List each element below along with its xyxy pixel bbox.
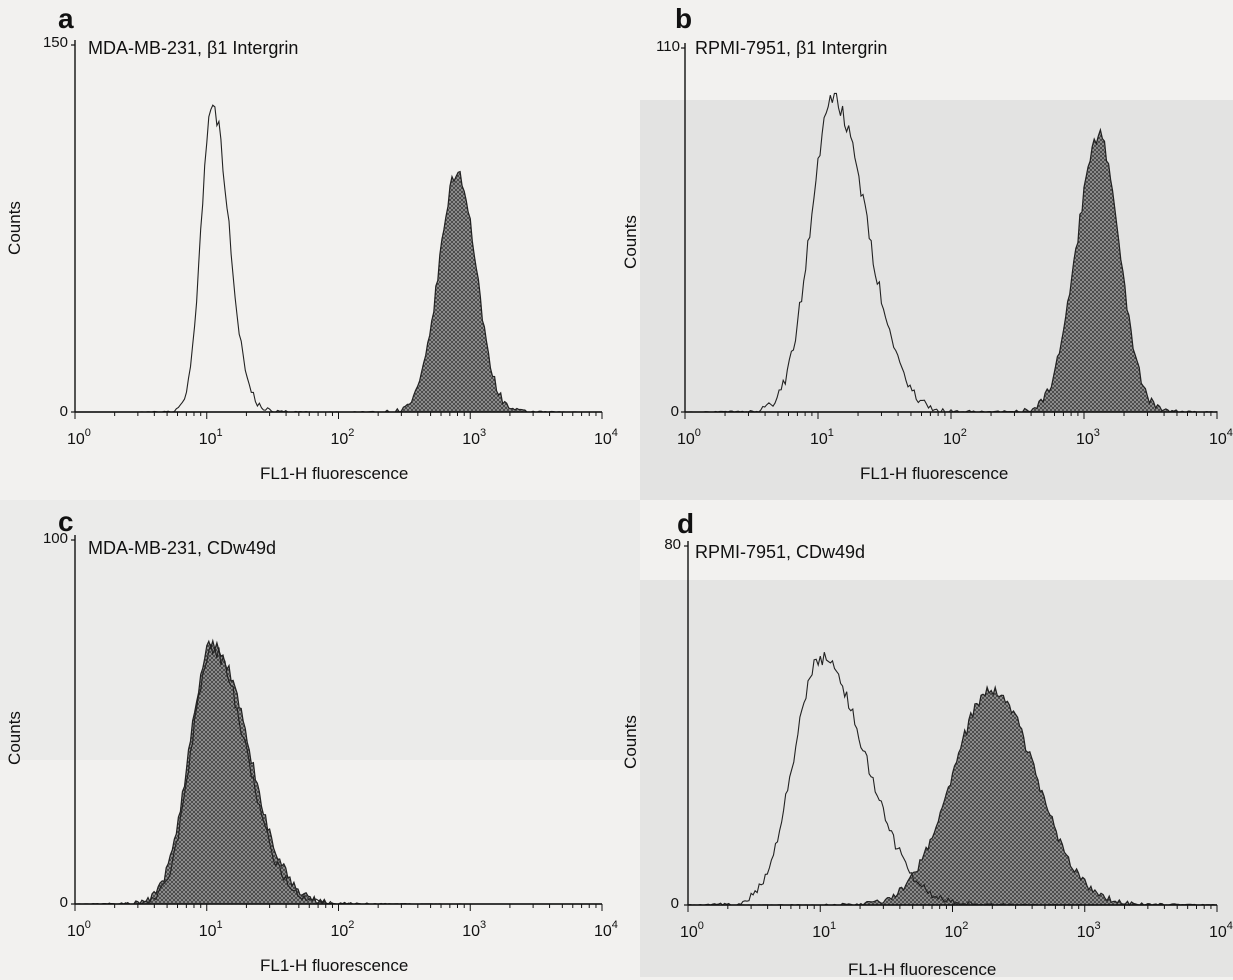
open-histogram xyxy=(75,104,602,413)
x-axis-label: FL1-H fluorescence xyxy=(260,956,409,975)
x-tick-label: 100 xyxy=(67,427,91,448)
chart-title: RPMI-7951, β1 Intergrin xyxy=(695,38,888,58)
panel-b: 100 101 102 103 104 b RPMI-7951, β1 Intergri… xyxy=(615,0,1233,490)
x-tick-label: 102 xyxy=(943,427,967,448)
y-axis-label: Counts xyxy=(4,711,24,765)
chart-title: RPMI-7951, CDw49d xyxy=(695,542,866,562)
y-tick-top: 110 xyxy=(656,38,680,55)
y-tick-zero: 0 xyxy=(670,403,679,420)
panel-c: 100 101 102 103 104 c MDA-MB-231, CDw49d Cou… xyxy=(0,500,620,977)
y-tick-zero: 0 xyxy=(59,894,68,911)
y-tick-zero: 0 xyxy=(670,895,679,912)
panel-letter: c xyxy=(58,506,74,537)
x-axis-label: FL1-H fluorescence xyxy=(848,960,997,979)
y-axis-label: Counts xyxy=(620,715,640,769)
panel-letter: b xyxy=(675,3,693,34)
x-tick-label: 101 xyxy=(812,920,836,941)
x-axis-label: FL1-H fluorescence xyxy=(260,464,409,483)
panel-a: 100 101 102 103 104 a MDA-MB-231, β1 Intergr… xyxy=(0,0,620,490)
y-tick-top: 80 xyxy=(664,536,681,553)
chart-title: MDA-MB-231, β1 Intergrin xyxy=(88,38,299,58)
panel-letter: d xyxy=(677,508,695,539)
histogram-d: 100 101 102 103 104 xyxy=(680,541,1233,941)
open-histogram xyxy=(75,643,602,905)
x-tick-label: 101 xyxy=(810,427,834,448)
filled-histogram xyxy=(685,127,1218,413)
y-tick-top: 100 xyxy=(42,530,68,547)
x-tick-label: 101 xyxy=(199,427,223,448)
filled-histogram xyxy=(75,170,602,413)
histogram-c: 100 101 102 103 104 xyxy=(67,535,618,940)
x-axis-label: FL1-H fluorescence xyxy=(860,464,1009,483)
filled-histogram xyxy=(75,638,602,905)
x-tick-label: 102 xyxy=(945,920,969,941)
x-tick-label: 104 xyxy=(1209,920,1233,941)
x-tick-label: 100 xyxy=(680,920,704,941)
x-tick-label: 103 xyxy=(1077,920,1101,941)
x-tick-label: 101 xyxy=(199,919,223,940)
x-tick-label: 103 xyxy=(1076,427,1100,448)
panel-letter: a xyxy=(58,3,74,34)
x-tick-label: 104 xyxy=(1209,427,1233,448)
chart-title: MDA-MB-231, CDw49d xyxy=(88,538,277,558)
y-axis-label: Counts xyxy=(4,201,24,255)
x-tick-label: 102 xyxy=(331,427,355,448)
panel-d: 100 101 102 103 104 d RPMI-7951, CDw49d Coun… xyxy=(615,500,1233,980)
x-tick-label: 102 xyxy=(331,919,355,940)
y-tick-zero: 0 xyxy=(59,403,68,420)
histogram-a: 100 101 102 103 104 xyxy=(67,40,618,448)
x-tick-label: 103 xyxy=(462,919,486,940)
x-tick-label: 103 xyxy=(462,427,486,448)
histogram-b: 100 101 102 103 104 xyxy=(677,43,1233,448)
x-tick-label: 100 xyxy=(677,427,701,448)
y-tick-top: 150 xyxy=(42,34,68,51)
y-axis-label: Counts xyxy=(620,215,640,269)
x-tick-label: 100 xyxy=(67,919,91,940)
